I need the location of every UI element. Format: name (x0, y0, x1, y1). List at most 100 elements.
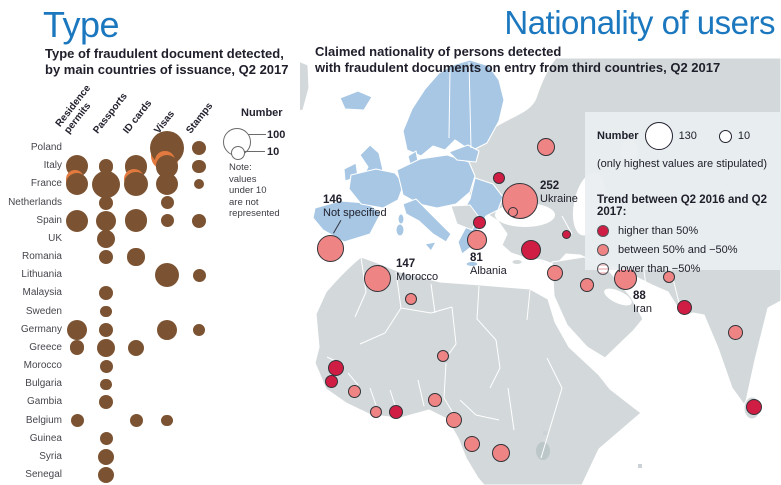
row-label: Senegal (25, 469, 62, 481)
map-bubble (328, 360, 344, 376)
row-label: UK (48, 232, 62, 244)
row-label: France (30, 178, 62, 190)
map-legend-number-label: Number (597, 130, 639, 142)
matrix-bubble (192, 159, 206, 173)
map-label-value: 146 (323, 194, 343, 206)
matrix-bubble (193, 179, 205, 190)
map-bubble (561, 229, 571, 239)
matrix-bubble (70, 414, 84, 428)
map-label-morocco: 147 Morocco (396, 258, 438, 284)
map-label-value: 81 (470, 252, 483, 264)
left-subtitle-line1: Type of fraudulent document detected, (45, 46, 284, 61)
matrix-bubble (193, 323, 205, 336)
cyprus-shape (511, 259, 523, 265)
right-panel-title: Nationality of users (504, 4, 775, 41)
map-legend-big-value: 130 (678, 130, 697, 142)
matrix-bubble (98, 322, 113, 337)
matrix-bubble (191, 213, 206, 228)
matrix-bubble (127, 339, 144, 356)
map-bubble (676, 299, 692, 315)
map-bubble (389, 405, 403, 419)
matrix-bubble (99, 432, 113, 446)
matrix-bubble (96, 229, 115, 248)
right-panel-subtitle: Claimed nationality of persons detected … (315, 44, 755, 76)
row-label: Spain (36, 214, 62, 226)
sardinia-shape (395, 223, 405, 237)
map-bubble (727, 324, 743, 340)
map-legend-stipulated-note: (only highest values are stipulated) (597, 158, 767, 170)
row-label: Syria (39, 450, 62, 462)
map-label-name: Albania (470, 265, 507, 277)
map-bubble (347, 384, 361, 398)
row-label: Romania (21, 251, 62, 263)
right-subtitle-line2: with fraudulent documents on entry from … (315, 60, 721, 75)
sicily-shape (424, 241, 437, 252)
france-shape (348, 168, 405, 209)
trend-item-higher: higher than 50% (597, 225, 769, 237)
map-legend-small-value: 10 (737, 130, 751, 142)
left-legend-number-label: Number (241, 107, 283, 119)
map-legend-small-circle (718, 129, 732, 143)
left-legend-note: Note: values under 10 are not represente… (229, 162, 280, 219)
trend-lower-label: lower than −50% (618, 263, 701, 275)
matrix-bubble (157, 319, 177, 340)
trend-mid-label: between 50% and −50% (618, 244, 738, 256)
row-label: Guinea (29, 432, 62, 444)
row-label: Germany (20, 323, 62, 335)
map-label-value: 147 (396, 258, 416, 270)
map-label-name: Ukraine (540, 193, 578, 205)
map-bubble (521, 240, 541, 260)
matrix-bubble (65, 173, 89, 196)
matrix-bubble (192, 268, 206, 282)
map-bubble (437, 350, 449, 362)
row-label: Gambia (26, 396, 62, 408)
map-bubble (537, 138, 555, 156)
left-legend-line-100 (248, 134, 266, 135)
left-legend-100: 100 (267, 129, 286, 141)
matrix-bubble (155, 263, 179, 288)
left-subtitle-line2: by main countries of issuance, Q2 2017 (45, 62, 289, 77)
map-legend-big-circle (644, 122, 673, 150)
row-label: Netherlands (8, 196, 62, 208)
matrix-bubble (98, 250, 113, 265)
matrix-bubble (100, 305, 112, 318)
scandinavia-shape (402, 59, 505, 157)
matrix-bubble (161, 415, 173, 427)
left-legend-small-circle (231, 146, 245, 160)
map-label-value: 88 (633, 290, 646, 302)
map-bubble (492, 444, 510, 462)
map-bubble-morocco (363, 264, 391, 292)
crete-shape (465, 260, 479, 268)
matrix-bubble (191, 140, 206, 155)
trend-lower-dot-icon (597, 263, 609, 275)
iberia-shape (312, 200, 382, 243)
matrix-bubble (65, 209, 89, 232)
matrix-bubble (127, 248, 145, 266)
matrix-bubble (98, 195, 113, 210)
matrix-bubble (155, 154, 179, 178)
row-label: Malaysia (22, 287, 62, 299)
row-label: Belgium (25, 414, 62, 426)
matrix-bubble (98, 286, 113, 301)
row-label: Poland (30, 142, 62, 153)
map-bubble (472, 215, 486, 229)
row-label: Morocco (23, 360, 62, 372)
map-bubble (324, 374, 338, 388)
matrix-bubble (98, 395, 113, 410)
map-bubble (493, 172, 505, 184)
matrix-bubble (97, 448, 114, 465)
map-bubble (464, 436, 480, 452)
map-bubble (547, 265, 563, 281)
trend-legend-title: Trend between Q2 2016 and Q2 2017: (597, 194, 768, 218)
map-bubble (580, 278, 594, 292)
left-panel-subtitle: Type of fraudulent document detected, by… (45, 46, 305, 78)
row-label: Sweden (25, 305, 62, 317)
trend-higher-dot-icon (597, 225, 609, 237)
matrix-bubble (124, 209, 148, 233)
right-subtitle-line1: Claimed nationality of persons detected (315, 44, 562, 59)
nationality-map: 146 Not specified 147 Morocco 252 Ukraine 81 Al… (300, 58, 781, 485)
trend-item-mid: between 50% and −50% (597, 244, 769, 256)
persian-gulf (604, 288, 632, 306)
matrix-bubble (129, 414, 143, 428)
matrix-bubble (67, 319, 87, 340)
